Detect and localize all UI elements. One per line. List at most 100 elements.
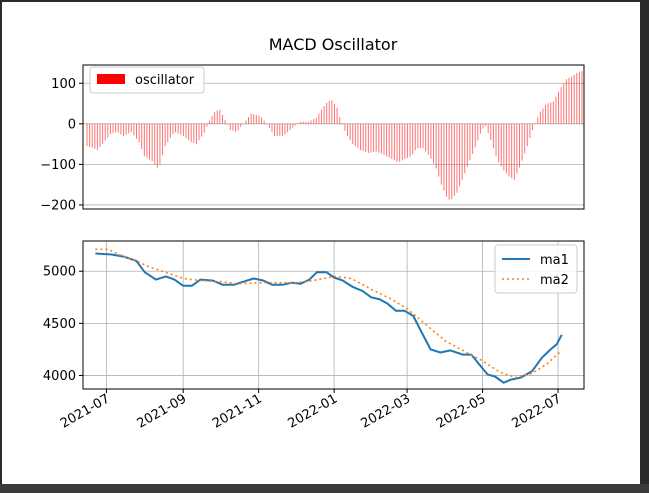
oscillator-bar: [185, 123, 187, 139]
oscillator-bar: [453, 123, 455, 197]
oscillator-bar: [326, 102, 328, 124]
oscillator-bar: [396, 123, 398, 162]
oscillator-bar: [537, 117, 539, 124]
moving-average-x-ticks: 2021-07 2021-09 2021-11 2022-01 2022-03 2022-…: [58, 389, 564, 432]
oscillator-legend: oscillator: [89, 66, 205, 94]
oscillator-bar: [169, 123, 171, 139]
oscillator-bar: [474, 123, 476, 148]
oscillator-bar: [498, 123, 500, 163]
oscillator-bar: [281, 123, 283, 136]
oscillator-bar: [235, 123, 236, 132]
oscillator-bar: [565, 79, 567, 124]
oscillator-bar: [130, 123, 132, 132]
oscillator-bar: [287, 123, 289, 133]
oscillator-bar: [203, 123, 205, 133]
oscillator-bar: [383, 123, 385, 155]
oscillator-bar: [109, 123, 111, 134]
figure-canvas: MACD Oscillator 100 0 −100 −200 oscillator …: [2, 2, 640, 484]
oscillator-bar: [534, 123, 536, 124]
oscillator-bar: [360, 123, 362, 151]
oscillator-bar: [511, 123, 513, 179]
oscillator-bar: [518, 123, 520, 168]
oscillator-bar: [529, 123, 531, 139]
oscillator-bar: [516, 123, 518, 174]
oscillator-bar: [399, 123, 401, 162]
oscillator-bar: [276, 123, 278, 136]
oscillator-bar: [578, 71, 580, 124]
oscillator-bar: [563, 83, 565, 124]
oscillator-bar: [268, 123, 270, 128]
oscillator-bar: [300, 121, 302, 124]
oscillator-bar: [419, 123, 421, 149]
oscillator-bar: [409, 123, 411, 157]
oscillator-bar: [492, 123, 494, 149]
oscillator-bar: [279, 123, 281, 136]
oscillator-bar: [156, 123, 158, 168]
oscillator-bar: [112, 123, 114, 134]
oscillator-bar: [162, 123, 164, 156]
legend-entry-ma1: ma1: [540, 253, 569, 268]
oscillator-bar: [446, 123, 448, 197]
oscillator-bar: [248, 117, 250, 124]
oscillator-bar: [159, 123, 161, 165]
oscillator-bar: [375, 123, 377, 152]
oscillator-bar: [240, 123, 242, 128]
oscillator-bar: [412, 123, 414, 155]
oscillator-bar: [149, 123, 151, 160]
oscillator-bar: [560, 87, 562, 124]
oscillator-bar: [433, 123, 434, 164]
oscillator-bar: [555, 96, 557, 124]
legend-entry-ma2: ma2: [540, 273, 569, 288]
x-tick-label: 2022-03: [359, 391, 414, 431]
oscillator-bar: [219, 110, 221, 124]
oscillator-y-ticks: 100 0 −100 −200: [40, 77, 83, 213]
oscillator-bar: [539, 111, 541, 124]
oscillator-bar: [120, 123, 122, 135]
oscillator-bar: [190, 123, 192, 143]
moving-average-legend-box: [494, 244, 578, 294]
oscillator-bar: [558, 91, 560, 124]
oscillator-bar: [508, 123, 510, 177]
series-line-ma1: [95, 252, 563, 384]
oscillator-bar: [255, 114, 257, 124]
x-tick-label: 2021-07: [58, 391, 113, 431]
oscillator-bar: [362, 123, 364, 152]
oscillator-bar: [341, 123, 343, 125]
x-tick-label: 2021-11: [210, 391, 265, 431]
oscillator-bar: [315, 117, 317, 124]
oscillator-bar: [201, 123, 203, 137]
oscillator-bar: [263, 120, 265, 124]
oscillator-bar: [513, 123, 515, 180]
oscillator-bar: [459, 123, 461, 187]
x-tick-label: 2022-05: [434, 391, 489, 431]
oscillator-bar: [334, 103, 335, 124]
oscillator-bar: [388, 123, 390, 158]
oscillator-bar: [440, 123, 442, 185]
oscillator-bar: [146, 123, 148, 158]
oscillator-bar: [195, 123, 197, 145]
oscillator-bar: [354, 123, 356, 147]
oscillator-bar: [406, 123, 408, 158]
oscillator-bar: [271, 123, 273, 132]
oscillator-bar: [99, 123, 101, 147]
oscillator-bar: [328, 100, 330, 124]
oscillator-y-tick-label: −200: [40, 198, 76, 213]
x-tick-label: 2022-07: [509, 391, 564, 431]
oscillator-bar: [318, 113, 320, 124]
oscillator-bar: [115, 123, 117, 133]
oscillator-bar: [182, 123, 184, 137]
oscillator-bar: [292, 123, 294, 128]
oscillator-bar: [490, 123, 492, 141]
oscillator-grid: [83, 82, 584, 206]
oscillator-bar: [386, 123, 388, 157]
oscillator-bar: [211, 115, 213, 124]
oscillator-bar: [367, 123, 369, 154]
oscillator-bar: [422, 123, 424, 149]
oscillator-bar: [136, 123, 137, 139]
moving-average-y-ticks: 5000 4500 4000: [43, 265, 83, 384]
oscillator-bar: [417, 123, 419, 149]
oscillator-bar: [224, 119, 226, 124]
oscillator-bar: [466, 123, 468, 167]
oscillator-bar: [485, 123, 487, 126]
